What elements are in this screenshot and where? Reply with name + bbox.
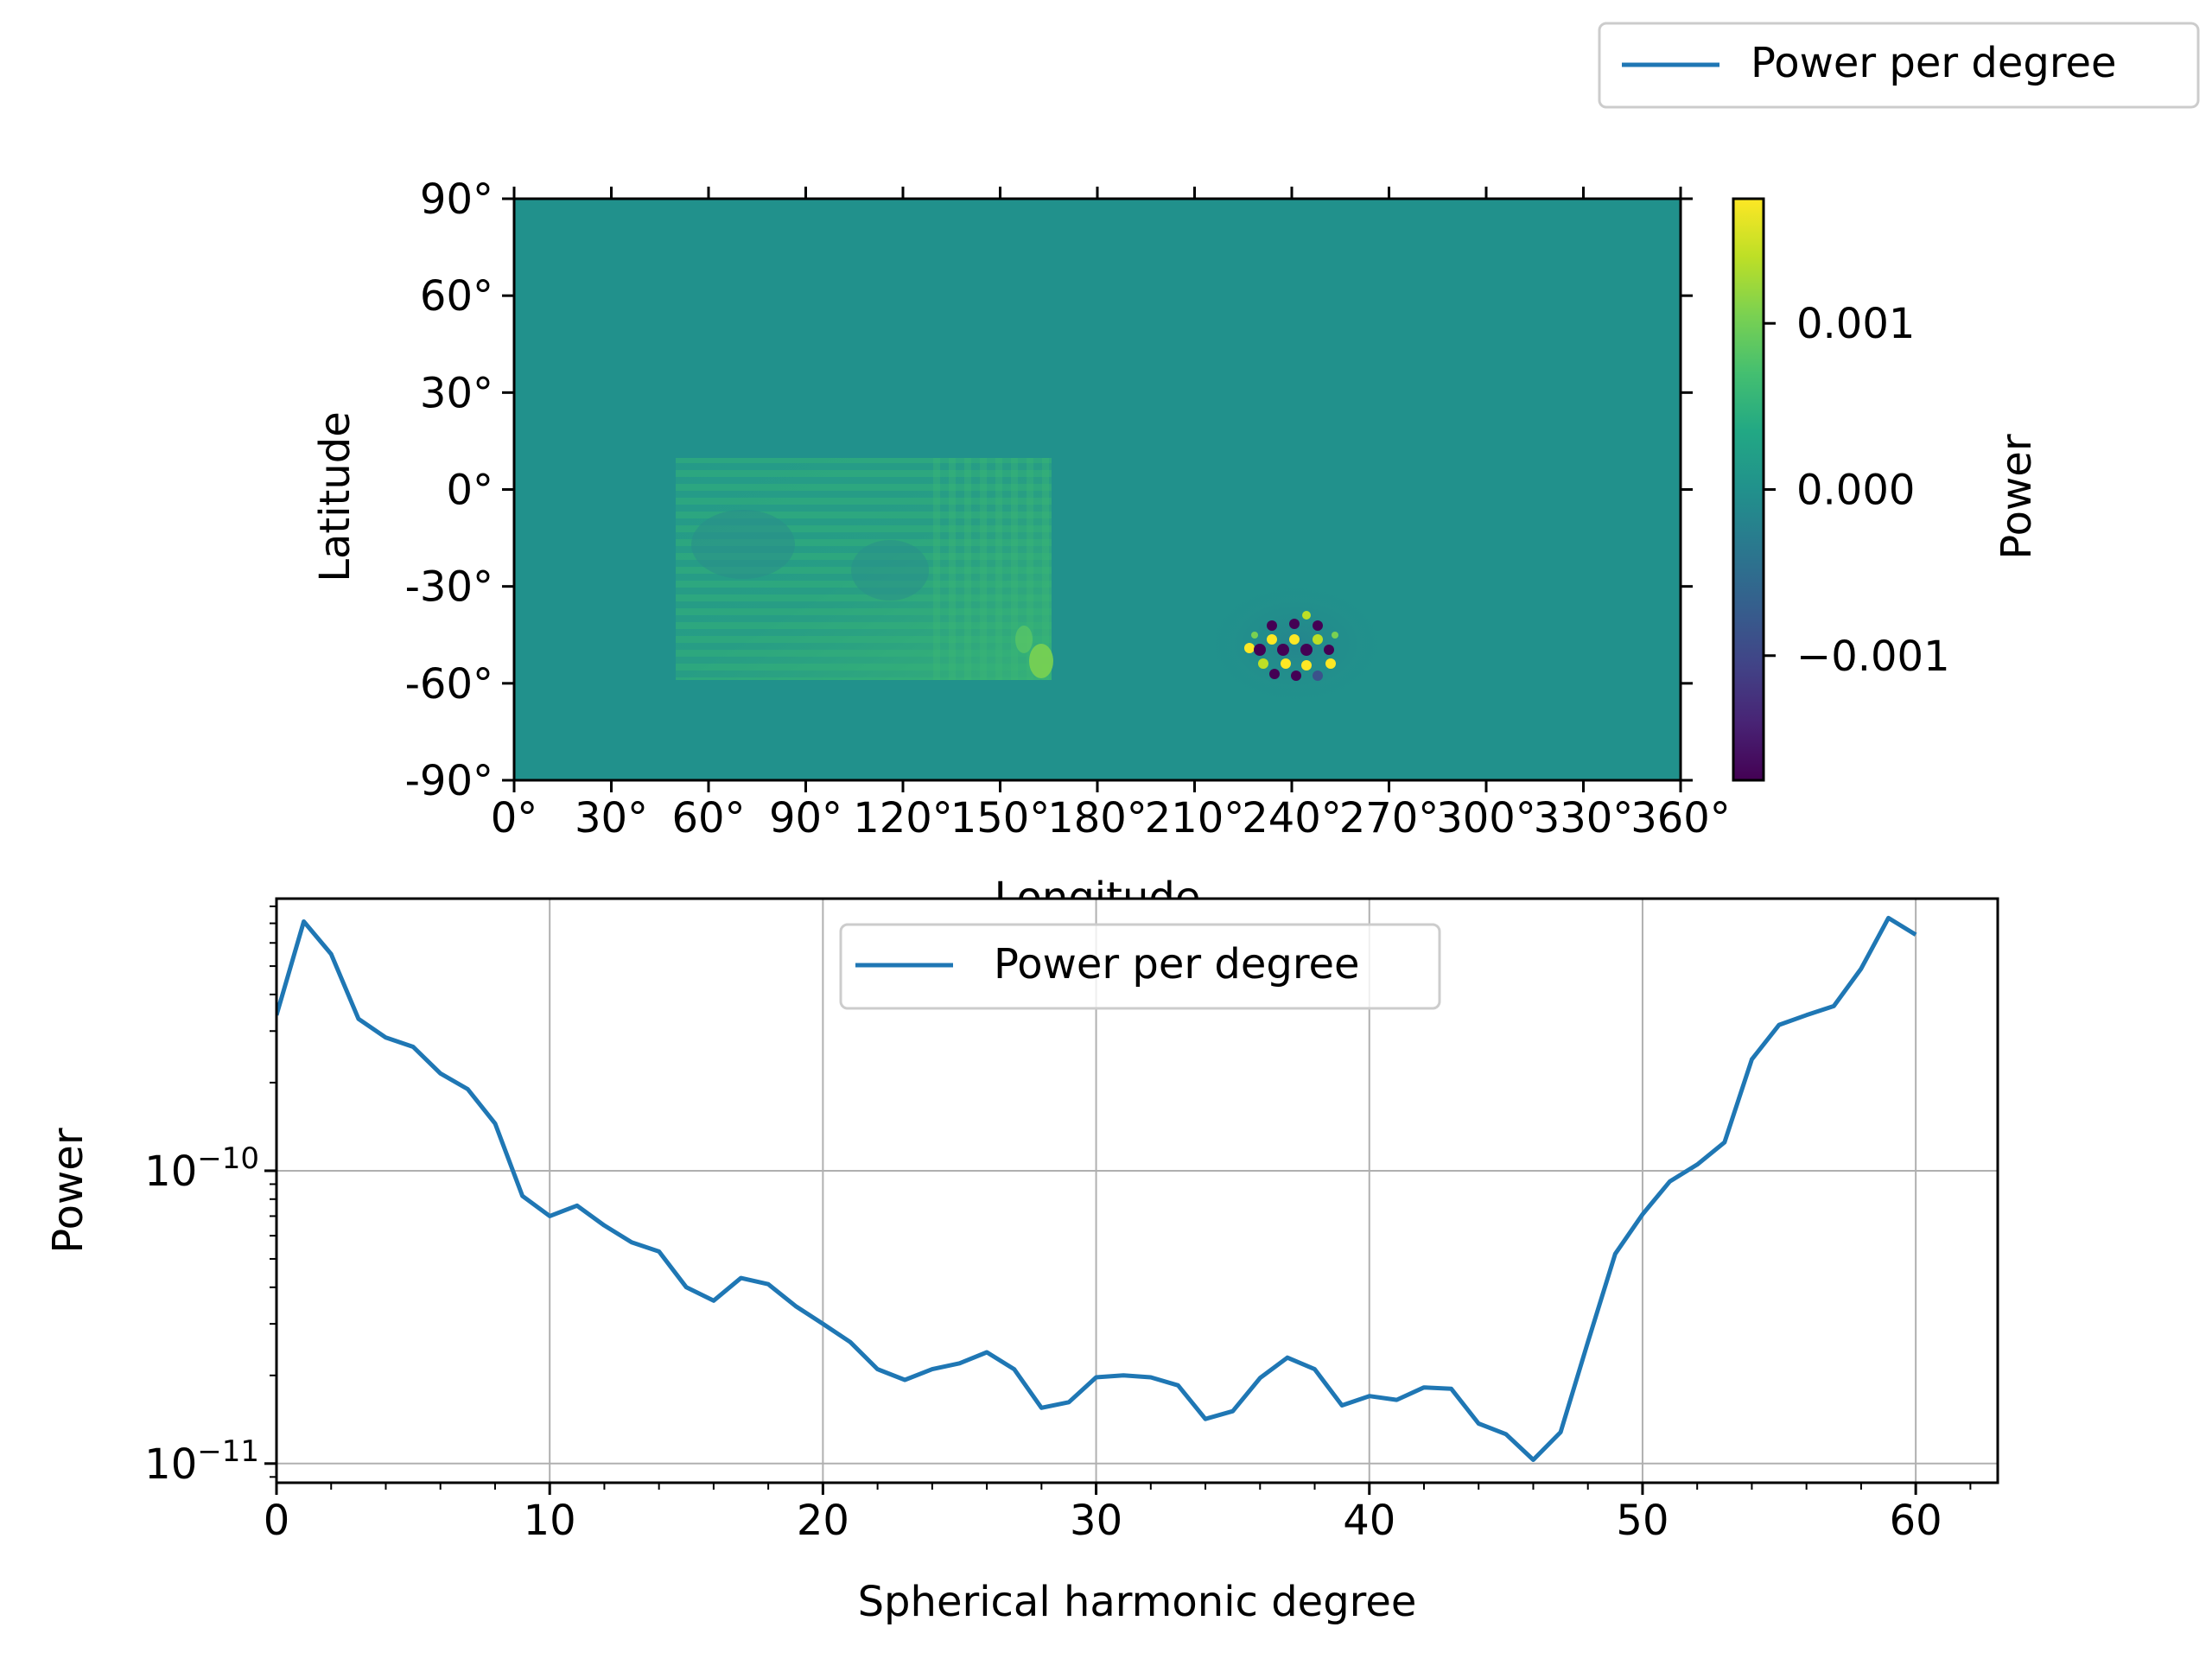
line-chart-xlabel: Spherical harmonic degree: [858, 1578, 1417, 1626]
map-xtick-label: 180°: [1047, 794, 1147, 842]
map-ytick-label: 60°: [420, 272, 493, 321]
colorbar-label: Power: [1993, 434, 2041, 559]
power-per-degree-line: [276, 915, 1917, 1462]
map-ytick-label: -30°: [405, 563, 493, 612]
y-tick-label: 10−10: [144, 1141, 259, 1196]
figure-legend-label: Power per degree: [1751, 39, 2117, 87]
line-chart-legend: Power per degree: [839, 923, 1441, 1010]
x-tick-label: 50: [1616, 1497, 1669, 1545]
map-xtick-label: 90°: [769, 794, 842, 842]
map-ylabel: Latitude: [311, 411, 359, 582]
map-ticks: 0° 30° 60° 90° 120°150°180°210°240°270°300°3…: [405, 175, 1731, 842]
colorbar-tick-label: −0.001: [1796, 632, 1950, 681]
map-xtick-label: 120°: [853, 794, 953, 842]
x-tick-label: 40: [1343, 1497, 1395, 1545]
map-ytick-label: 30°: [420, 369, 493, 417]
map-xtick-label: 270°: [1339, 794, 1440, 842]
map-xtick-label: 210°: [1145, 794, 1245, 842]
colorbar: 0.001 0.000 −0.001 Power: [1732, 197, 2041, 782]
map-ytick-label: 90°: [420, 175, 493, 224]
x-tick-label: 0: [264, 1497, 290, 1545]
map-ytick-label: -60°: [405, 660, 493, 709]
ringing-region: [676, 458, 1053, 680]
y-tick-label: 10−11: [144, 1434, 259, 1489]
x-tick-label: 10: [524, 1497, 576, 1545]
x-tick-label: 60: [1890, 1497, 1942, 1545]
line-chart-frame: [275, 897, 1999, 1484]
map-xtick-label: 360°: [1630, 794, 1731, 842]
line-chart-panel: 0 10 20 30 40 50 60 10−10 10−11 Spherical harmon…: [44, 897, 1999, 1626]
x-tick-label: 20: [797, 1497, 849, 1545]
colorbar-tick-label: 0.001: [1796, 300, 1915, 348]
map-xtick-label: 60°: [671, 794, 745, 842]
map-xtick-label: 300°: [1436, 794, 1536, 842]
map-xtick-label: 330°: [1534, 794, 1634, 842]
map-xtick-label: 0°: [491, 794, 538, 842]
map-panel: 0° 30° 60° 90° 120°150°180°210°240°270°300°3…: [311, 175, 1731, 922]
oscillating-spot: [1201, 579, 1391, 709]
figure-legend: Power per degree: [1598, 22, 2200, 109]
colorbar-gradient: [1732, 197, 1765, 782]
map-xtick-label: 240°: [1242, 794, 1342, 842]
map-xtick-label: 30°: [575, 794, 648, 842]
map-ytick-label: -90°: [405, 757, 493, 805]
line-chart-ticks: 0 10 20 30 40 50 60 10−10 10−11: [144, 905, 1972, 1545]
colorbar-ticks: 0.001 0.000 −0.001: [1764, 300, 1950, 681]
colorbar-tick-label: 0.000: [1796, 467, 1915, 515]
line-chart-legend-label: Power per degree: [994, 940, 1360, 988]
x-tick-label: 30: [1070, 1497, 1122, 1545]
map-xtick-label: 150°: [950, 794, 1051, 842]
map-ytick-label: 0°: [446, 467, 493, 515]
line-chart-ylabel: Power: [44, 1128, 92, 1253]
